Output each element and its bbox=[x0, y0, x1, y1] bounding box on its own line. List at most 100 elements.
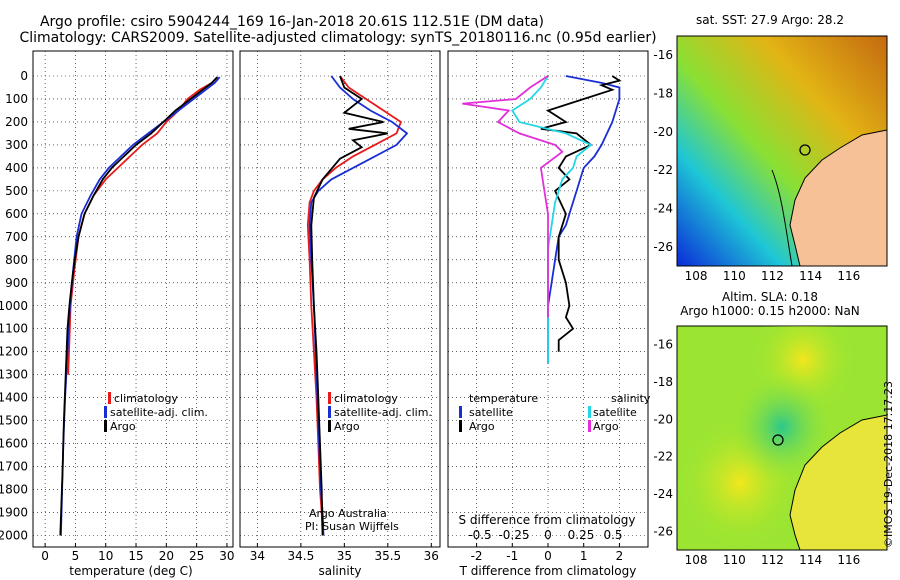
x-tick-label: 34 bbox=[250, 549, 265, 563]
depth-tick-label: 1000 bbox=[0, 299, 28, 313]
map-lon-tick-label: 110 bbox=[723, 553, 746, 567]
legend-swatch-climatology bbox=[328, 392, 331, 404]
map-lat-tick-label: -20 bbox=[653, 412, 673, 426]
difference-legend: temperature salinity satellite Argo sate… bbox=[459, 392, 651, 433]
s-difference-axis-label: S difference from climatology bbox=[459, 513, 636, 527]
depth-tick-label: 800 bbox=[5, 253, 28, 267]
figure-title-line2: Climatology: CARS2009. Satellite-adjuste… bbox=[19, 30, 656, 46]
series-line bbox=[511, 75, 593, 364]
series-line bbox=[67, 76, 219, 375]
map-lat-tick-label: -18 bbox=[653, 87, 673, 101]
map-lat-tick-label: -24 bbox=[653, 202, 673, 216]
temperature-panel-frame bbox=[32, 50, 234, 548]
t-difference-axis-label: T difference from climatology bbox=[459, 564, 637, 578]
depth-tick-label: 1900 bbox=[0, 506, 28, 520]
legend-label: satellite-adj. clim. bbox=[334, 406, 432, 419]
x-tick-label: -1 bbox=[506, 549, 518, 563]
legend-swatch-argo bbox=[328, 420, 331, 432]
map-lon-tick-label: 108 bbox=[685, 553, 708, 567]
series-line bbox=[306, 75, 403, 536]
credit-line2: PI: Susan Wijffels bbox=[305, 520, 399, 533]
x-tick-label: 30 bbox=[219, 549, 234, 563]
s-diff-tick: 0.25 bbox=[568, 528, 595, 542]
x-tick-label: 35.5 bbox=[374, 549, 401, 563]
legend-label: Argo bbox=[334, 420, 360, 433]
map-lat-tick-label: -26 bbox=[653, 524, 673, 538]
map-lon-tick-label: 112 bbox=[761, 553, 784, 567]
figure-title-line1: Argo profile: csiro 5904244_169 16-Jan-2… bbox=[40, 14, 544, 30]
legend-swatch-t-argo bbox=[459, 420, 462, 432]
s-difference-ticks: -0.5 -0.25 0 0.25 0.5 bbox=[468, 528, 622, 542]
temperature-axis-label: temperature (deg C) bbox=[69, 564, 192, 578]
legend-label: climatology bbox=[334, 392, 398, 405]
map-lon-tick-label: 114 bbox=[799, 269, 822, 283]
x-tick-label: -2 bbox=[471, 549, 483, 563]
x-tick-label: 10 bbox=[98, 549, 113, 563]
x-tick-label: 36 bbox=[424, 549, 439, 563]
depth-tick-label: 600 bbox=[5, 207, 28, 221]
legend-label: satellite bbox=[593, 406, 637, 419]
x-tick-label: 0 bbox=[41, 549, 49, 563]
map-lat-tick-label: -16 bbox=[653, 338, 673, 352]
legend-header-temperature: temperature bbox=[469, 392, 538, 405]
x-axis-ticks: 0 5 10 15 20 25 30 34 34.5 35 35.5 36 -2 -1 0 1 2 bbox=[41, 543, 623, 563]
x-tick-label: 2 bbox=[616, 549, 624, 563]
australia-land bbox=[789, 129, 888, 267]
map-axis-ticks: 108 110 112 114 116 -16 -18 -20 -22 -24 -26 108 110 1… bbox=[653, 48, 860, 567]
map-lon-tick-label: 116 bbox=[837, 553, 860, 567]
legend-label: satellite-adj. clim. bbox=[110, 406, 208, 419]
depth-axis: 0 100 200 300 400 500 600 700 800 900 1000 1100 1200… bbox=[0, 69, 28, 543]
legend-label: Argo bbox=[593, 420, 619, 433]
argo-position-marker bbox=[799, 144, 811, 156]
credit-line1: Argo Australia bbox=[309, 507, 387, 520]
legend-label: climatology bbox=[114, 392, 178, 405]
salinity-axis-label: salinity bbox=[318, 564, 361, 578]
map-lat-tick-label: -22 bbox=[653, 450, 673, 464]
s-diff-tick: 0 bbox=[544, 528, 552, 542]
legend-swatch-satellite bbox=[104, 406, 107, 418]
map-lon-tick-label: 110 bbox=[723, 269, 746, 283]
depth-tick-label: 2000 bbox=[0, 529, 28, 543]
x-tick-label: 25 bbox=[189, 549, 204, 563]
legend-label: satellite bbox=[469, 406, 513, 419]
depth-tick-label: 1200 bbox=[0, 345, 28, 359]
x-tick-label: 34.5 bbox=[288, 549, 315, 563]
x-tick-label: 5 bbox=[72, 549, 80, 563]
series-line bbox=[310, 75, 388, 536]
s-diff-tick: -0.5 bbox=[468, 528, 491, 542]
x-tick-label: 1 bbox=[580, 549, 588, 563]
map-lat-tick-label: -22 bbox=[653, 163, 673, 177]
sla-map-title-line2: Argo h1000: 0.15 h2000: NaN bbox=[680, 304, 860, 318]
legend-header-salinity: salinity bbox=[611, 392, 651, 405]
map-lon-tick-label: 112 bbox=[761, 269, 784, 283]
map-lat-tick-label: -18 bbox=[653, 375, 673, 389]
sst-map-title: sat. SST: 27.9 Argo: 28.2 bbox=[696, 13, 844, 27]
legend-swatch-s-argo bbox=[588, 420, 591, 432]
temperature-legend: climatology satellite-adj. clim. Argo bbox=[104, 392, 208, 433]
depth-tick-label: 1400 bbox=[0, 391, 28, 405]
map-lon-tick-label: 114 bbox=[799, 553, 822, 567]
depth-tick-label: 1700 bbox=[0, 460, 28, 474]
s-diff-tick: 0.5 bbox=[603, 528, 622, 542]
series-line bbox=[540, 75, 622, 352]
depth-tick-label: 1100 bbox=[0, 322, 28, 336]
depth-tick-label: 200 bbox=[5, 115, 28, 129]
x-tick-label: 35 bbox=[337, 549, 352, 563]
map-lon-tick-label: 108 bbox=[685, 269, 708, 283]
depth-tick-label: 1300 bbox=[0, 368, 28, 382]
x-tick-label: 0 bbox=[544, 549, 552, 563]
depth-tick-label: 300 bbox=[5, 138, 28, 152]
depth-tick-label: 700 bbox=[5, 230, 28, 244]
profile-lines bbox=[59, 75, 622, 536]
depth-tick-label: 0 bbox=[20, 69, 28, 83]
imos-watermark: ©IMOS 19-Dec-2018 17:17:23 bbox=[882, 381, 895, 548]
map-lon-tick-label: 116 bbox=[837, 269, 860, 283]
legend-swatch-argo bbox=[104, 420, 107, 432]
depth-tick-label: 1600 bbox=[0, 437, 28, 451]
isobath bbox=[771, 169, 793, 267]
legend-swatch-t-satellite bbox=[459, 406, 462, 418]
depth-tick-label: 500 bbox=[5, 184, 28, 198]
depth-tick-label: 1800 bbox=[0, 483, 28, 497]
x-tick-label: 15 bbox=[128, 549, 143, 563]
